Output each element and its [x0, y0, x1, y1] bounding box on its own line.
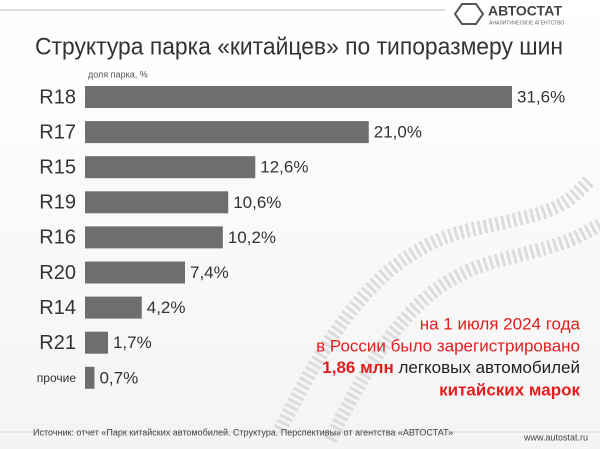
annotation-text: легковых автомобилей — [398, 358, 580, 377]
annotation-line: в России было зарегистрировано — [316, 336, 580, 355]
value-label: 7,4% — [190, 263, 229, 282]
logo-subtitle: АНАЛИТИЧЕСКОЕ АГЕНТСТВО — [489, 20, 564, 26]
value-label: 4,2% — [147, 298, 186, 317]
category-label: R17 — [39, 121, 76, 143]
annotation-line: на 1 июля 2024 года — [420, 314, 581, 333]
annotation-highlight: 1,86 млн — [322, 358, 393, 377]
bar — [85, 121, 369, 144]
category-label: R16 — [39, 227, 76, 249]
value-label: 31,6% — [517, 87, 565, 106]
category-label: R20 — [39, 262, 76, 284]
category-label: R18 — [39, 86, 76, 108]
value-label: 1,7% — [113, 333, 152, 352]
value-label: 12,6% — [260, 158, 308, 177]
annotation: на 1 июля 2024 года в России было зареги… — [316, 314, 580, 399]
annotation-line: 1,86 млн легковых автомобилей — [322, 358, 580, 377]
bar — [85, 366, 95, 389]
bar — [85, 86, 512, 108]
bar — [85, 226, 223, 249]
value-label: 21,0% — [374, 123, 422, 142]
logo-mark — [453, 3, 485, 25]
value-label: 10,6% — [233, 193, 281, 212]
annotation-line: китайских марок — [439, 380, 580, 399]
source: Источник: отчет «Парк китайских автомоби… — [33, 427, 453, 437]
logo: АВТОСТАТ АНАЛИТИЧЕСКОЕ АГЕНТСТВО — [453, 3, 564, 26]
category-label: прочие — [37, 371, 77, 385]
bar — [85, 296, 142, 319]
category-label: R15 — [39, 156, 76, 178]
category-label: R21 — [39, 332, 76, 354]
bar — [85, 261, 185, 284]
tire-tracks — [273, 175, 600, 444]
category-label: R14 — [39, 297, 76, 319]
bar — [85, 191, 229, 214]
axis-label: доля парка, % — [88, 69, 148, 79]
value-label: 0,7% — [99, 368, 138, 387]
logo-text: АВТОСТАТ — [488, 3, 563, 19]
url: www.autostat.ru — [523, 432, 588, 442]
value-label: 10,2% — [228, 228, 276, 247]
bar — [85, 156, 256, 179]
category-label: R19 — [39, 192, 76, 214]
chart-title: Структура парка «китайцев» по типоразмер… — [35, 33, 563, 60]
bar — [85, 331, 108, 354]
